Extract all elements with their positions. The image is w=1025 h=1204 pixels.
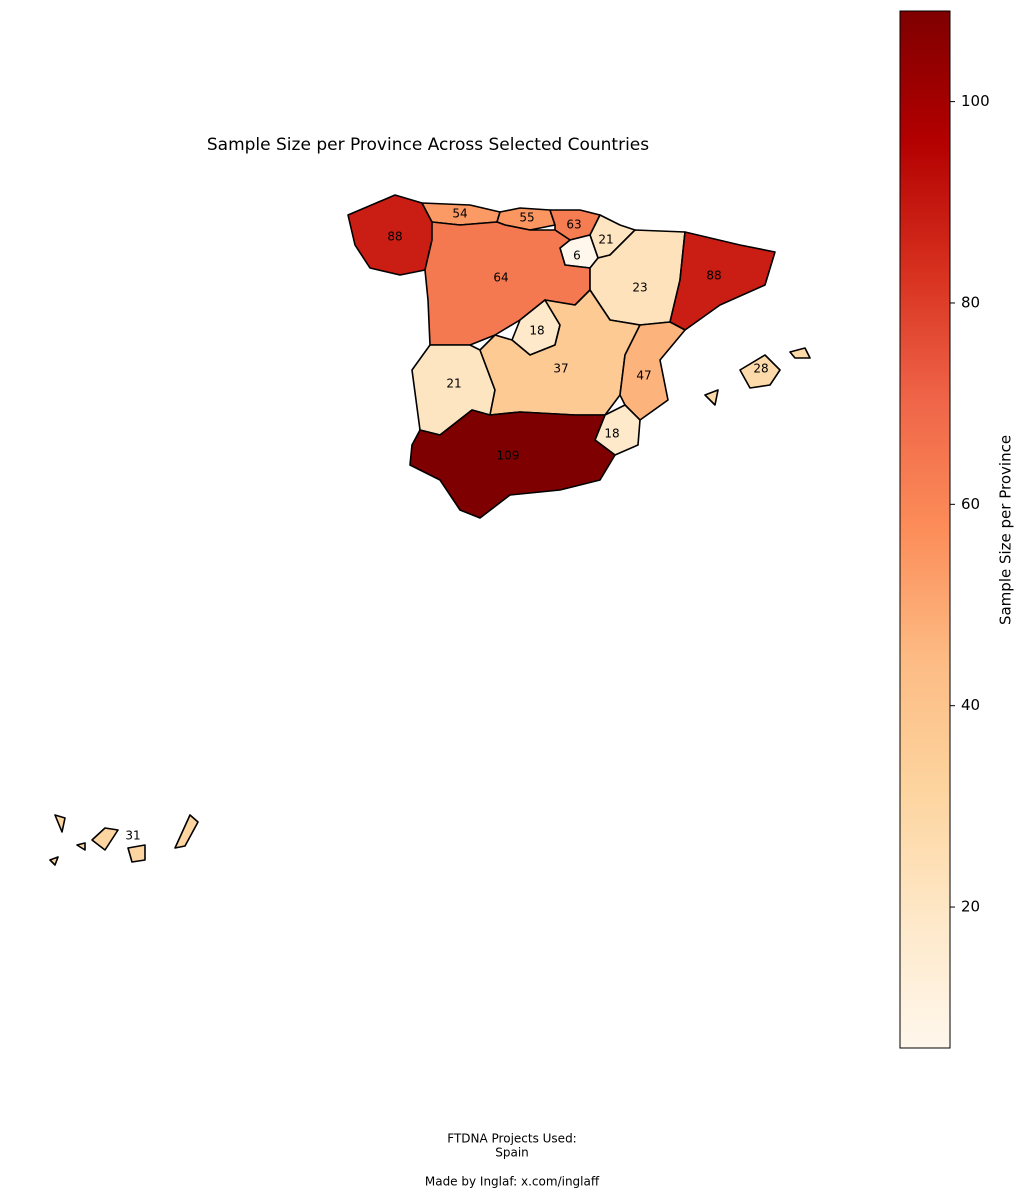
colorbar-tick-label: 40 bbox=[961, 696, 980, 714]
regions bbox=[49, 194, 811, 866]
footer-credit: Made by Inglaf: x.com/inglaff bbox=[425, 1175, 600, 1189]
region-label: 64 bbox=[493, 271, 508, 285]
region-label: 18 bbox=[529, 324, 544, 338]
region-label: 55 bbox=[519, 211, 534, 225]
region-label: 37 bbox=[553, 362, 568, 376]
region-label: 63 bbox=[566, 218, 581, 232]
region-label: 109 bbox=[497, 449, 520, 463]
region bbox=[704, 347, 811, 406]
colorbar-tick-label: 80 bbox=[961, 293, 980, 311]
colorbar bbox=[899, 10, 951, 1049]
colorbar-tick-label: 100 bbox=[961, 92, 990, 110]
region-label: 28 bbox=[753, 362, 768, 376]
region-label: 21 bbox=[598, 233, 613, 247]
footer-heading: FTDNA Projects Used: bbox=[447, 1132, 576, 1146]
map-title: Sample Size per Province Across Selected… bbox=[207, 135, 649, 155]
region-label: 88 bbox=[387, 230, 402, 244]
region-label: 18 bbox=[604, 427, 619, 441]
region-label: 47 bbox=[636, 369, 651, 383]
region-label: 31 bbox=[125, 829, 140, 843]
region bbox=[409, 409, 616, 519]
region bbox=[49, 814, 199, 866]
footer-projects: Spain bbox=[495, 1146, 529, 1160]
region-label: 21 bbox=[446, 377, 461, 391]
region-label: 88 bbox=[706, 269, 721, 283]
region-label: 6 bbox=[573, 249, 581, 263]
region-label: 54 bbox=[452, 207, 467, 221]
region bbox=[619, 321, 686, 421]
colorbar-label: Sample Size per Province bbox=[997, 435, 1015, 625]
region bbox=[669, 231, 776, 331]
region-labels: 88 54 55 63 21 6 64 23 88 18 21 37 47 18… bbox=[125, 207, 768, 843]
colorbar-tick-label: 20 bbox=[961, 898, 980, 916]
colorbar-tick-label: 60 bbox=[961, 495, 980, 513]
region-label: 23 bbox=[632, 281, 647, 295]
